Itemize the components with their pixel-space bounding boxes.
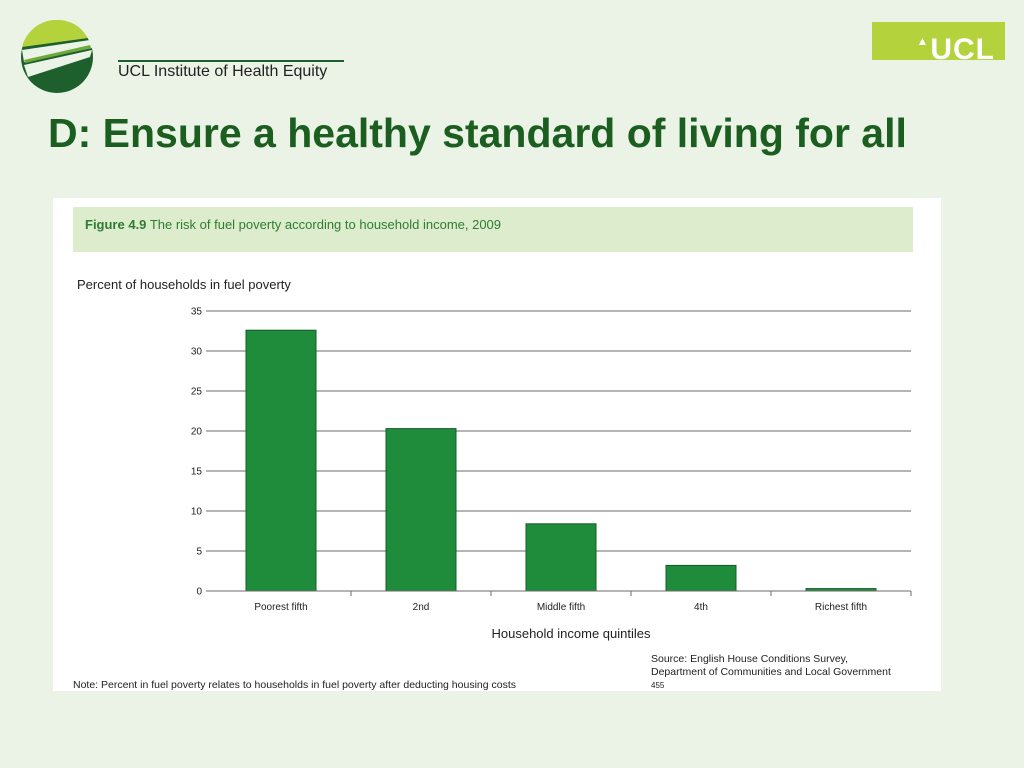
y-tick-label: 35 (191, 307, 203, 318)
slide-title: D: Ensure a healthy standard of living f… (48, 110, 907, 156)
y-tick-label: 0 (196, 587, 202, 598)
x-tick-label: 4th (694, 602, 708, 613)
x-tick-label: Richest fifth (815, 602, 867, 613)
source-text: Source: English House Conditions Survey,… (651, 653, 891, 678)
y-tick-label: 5 (196, 547, 202, 558)
x-tick-label: 2nd (413, 602, 430, 613)
ucl-logo: ▲UCL (872, 22, 1005, 66)
x-axis-title: Household income quintiles (492, 626, 651, 641)
ihe-logo-icon (21, 20, 93, 93)
figure-caption-bar: Figure 4.9 The risk of fuel poverty acco… (73, 207, 913, 252)
bar (245, 329, 317, 592)
figure-label: Figure 4.9 (85, 217, 147, 232)
bar-chart: 0 5 10 15 20 25 30 35 Poorest fifth 2nd Middle fif… (191, 307, 912, 641)
figure-panel: Figure 4.9 The risk of fuel poverty acco… (53, 198, 941, 691)
ucl-crest-icon: ▲ (916, 34, 929, 48)
figure-caption: Figure 4.9 The risk of fuel poverty acco… (85, 217, 501, 232)
y-tick-label: 10 (191, 507, 203, 518)
source-ref: 455 (651, 681, 665, 690)
ihe-logo: UCL Institute of Health Equity (20, 20, 344, 94)
y-tick-label: 30 (191, 347, 203, 358)
y-tick-label: 20 (191, 427, 203, 438)
y-tick-label: 25 (191, 387, 203, 398)
footnote: Note: Percent in fuel poverty relates to… (73, 679, 517, 691)
bar (665, 564, 737, 592)
logo-divider (118, 60, 344, 62)
bar (525, 523, 597, 592)
x-tick-label: Middle fifth (537, 602, 585, 613)
y-tick-label: 15 (191, 467, 203, 478)
bar (385, 428, 457, 592)
source-note: Source: English House Conditions Survey,… (651, 653, 891, 697)
figure-caption-text: The risk of fuel poverty according to ho… (149, 217, 502, 232)
x-tick-label: Poorest fifth (254, 602, 307, 613)
ucl-logo-text: UCL (930, 33, 995, 66)
y-axis-title: Percent of households in fuel poverty (77, 277, 291, 292)
org-name: UCL Institute of Health Equity (118, 63, 328, 80)
